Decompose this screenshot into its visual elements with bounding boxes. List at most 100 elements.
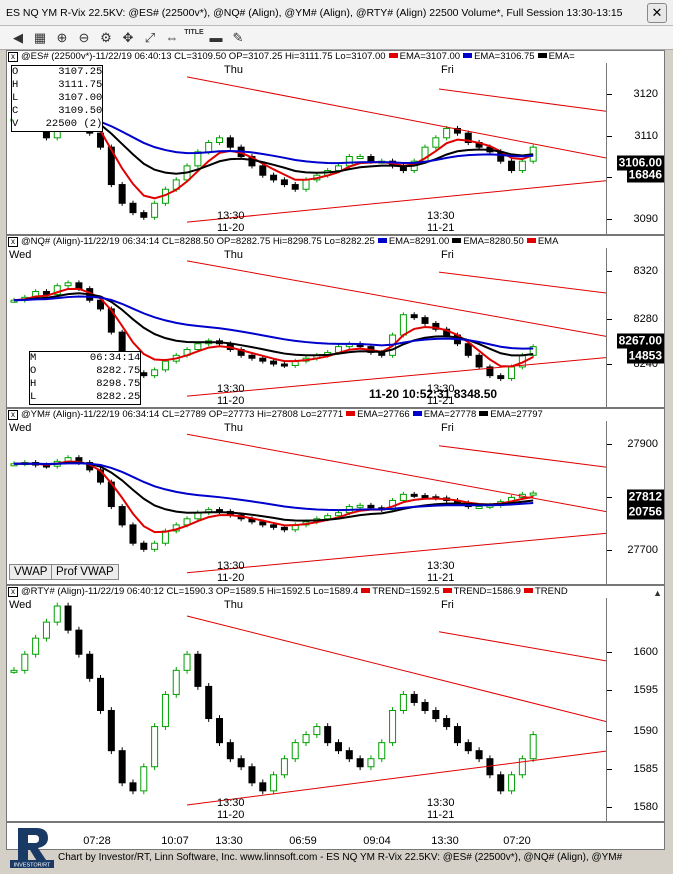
candle xyxy=(216,137,224,143)
time-tick: 07:28 xyxy=(83,835,111,847)
ohlc-row: H 3111.75 xyxy=(12,79,102,92)
price-tick: 1590 xyxy=(633,724,658,737)
tick-mark xyxy=(607,496,612,498)
trend-line xyxy=(186,180,607,223)
ohlc-row: H 8298.75 xyxy=(30,378,140,391)
tick-mark xyxy=(607,444,612,446)
grid-icon[interactable]: ▦ xyxy=(33,30,47,45)
candle xyxy=(118,184,126,204)
ema-line xyxy=(13,461,534,522)
candle xyxy=(140,766,148,792)
candle xyxy=(421,701,429,712)
day-label: Thu xyxy=(224,599,243,611)
pane-close-icon[interactable]: x xyxy=(8,52,18,62)
ema-readout: EMA=27778 xyxy=(423,409,477,420)
price-axis[interactable]: 2790027800277002781220756 xyxy=(606,421,664,584)
expand-icon[interactable]: ⤢ xyxy=(144,30,156,45)
chart-pane-3[interactable]: x @YM# (Align)-11/22/19 06:34:14 CL=27789… xyxy=(6,408,665,585)
candle xyxy=(367,156,375,162)
settings-icon[interactable]: ⚙ xyxy=(100,30,112,45)
candle xyxy=(97,132,105,148)
pane-close-icon[interactable]: x xyxy=(8,237,18,247)
pane-header-text: @RTY# (Align)-11/22/19 06:40:12 CL=1590.… xyxy=(21,586,359,597)
ema-readout: EMA=27797 xyxy=(490,409,543,420)
candle xyxy=(475,354,483,368)
ohlc-key: O xyxy=(12,66,19,78)
candle xyxy=(432,322,440,330)
ohlc-key: H xyxy=(12,79,19,91)
session-date: 11-21 xyxy=(427,809,455,821)
tick-mark xyxy=(607,807,612,809)
price-tick: 1595 xyxy=(633,684,658,697)
pan-icon[interactable]: ✥ xyxy=(122,30,134,45)
ohlc-key: H xyxy=(30,378,37,390)
day-label: Fri xyxy=(441,599,454,611)
vwap-button[interactable]: VWAP xyxy=(9,564,53,580)
ema-line xyxy=(13,292,534,357)
candle xyxy=(475,750,483,760)
prev-icon[interactable]: ◀ xyxy=(13,30,23,45)
session-time: 13:30 xyxy=(427,210,455,222)
draw-icon[interactable]: ✎ xyxy=(232,30,244,45)
price-plot[interactable] xyxy=(7,421,607,585)
ohlc-value: 3109.50 xyxy=(58,105,103,117)
candle xyxy=(508,366,516,380)
price-tick: 3110 xyxy=(634,129,658,142)
compress-icon[interactable]: ⇔ xyxy=(165,30,179,45)
session-date: 11-21 xyxy=(427,395,455,407)
toolbar-icon[interactable]: ▬ xyxy=(209,30,223,45)
investor-rt-logo: INVESTOR/RT xyxy=(10,828,54,869)
ema-line xyxy=(13,462,534,512)
time-tick: 10:07 xyxy=(161,835,189,847)
pane-close-icon[interactable]: x xyxy=(8,410,18,420)
time-tick: 13:30 xyxy=(431,835,459,847)
pane-header: x @ES# (22500v*)-11/22/19 06:40:13 CL=310… xyxy=(7,51,664,63)
candle xyxy=(280,179,288,186)
candle xyxy=(10,669,18,673)
candle xyxy=(345,750,353,760)
close-button[interactable]: ✕ xyxy=(647,3,667,23)
candle xyxy=(259,782,267,792)
ohlc-value: 06:34:14 xyxy=(89,352,141,364)
trend-line xyxy=(186,76,607,159)
ema-line xyxy=(13,295,534,350)
tick-mark xyxy=(607,94,612,96)
pane-header-text: @ES# (22500v*)-11/22/19 06:40:13 CL=3109… xyxy=(21,51,386,62)
candle xyxy=(356,504,364,508)
candle xyxy=(107,146,115,186)
ema-line xyxy=(13,460,534,534)
tick-mark xyxy=(607,318,612,320)
scroll-up-icon[interactable]: ▲ xyxy=(653,588,662,598)
candle xyxy=(367,504,375,509)
candle xyxy=(486,366,494,377)
zoom-out-icon[interactable]: ⊖ xyxy=(78,30,90,45)
price-axis[interactable]: 8320 8280 8240 8267.00 14853 xyxy=(606,248,664,407)
ema-swatch xyxy=(526,238,536,244)
price-tick: 3120 xyxy=(633,88,658,101)
zoom-in-icon[interactable]: ⊕ xyxy=(56,30,68,45)
chart-pane-4[interactable]: x @RTY# (Align)-11/22/19 06:40:12 CL=1590… xyxy=(6,585,665,822)
candle xyxy=(518,160,526,172)
candle xyxy=(226,742,234,760)
ohlc-row: O 8282.75 xyxy=(30,365,140,378)
prof-vwap-button[interactable]: Prof VWAP xyxy=(51,564,119,580)
chart-pane-2[interactable]: x @NQ# (Align)-11/22/19 06:34:14 CL=8288.… xyxy=(6,235,665,408)
candle xyxy=(280,526,288,531)
ohlc-row: L 8282.25 xyxy=(30,391,140,404)
trend-line xyxy=(438,88,607,112)
pane-header-text: @NQ# (Align)-11/22/19 06:34:14 CL=8288.5… xyxy=(21,236,375,247)
price-axis[interactable]: 1600 1595 1590 1585 1580 xyxy=(606,598,664,821)
title-toggle[interactable]: TITLE xyxy=(184,29,204,36)
ohlc-row: L 3107.00 xyxy=(12,92,102,105)
ema-readout: EMA=3106.75 xyxy=(474,51,535,62)
price-tick: 1580 xyxy=(633,801,658,814)
ohlc-key: O xyxy=(30,365,37,377)
price-plot[interactable] xyxy=(7,598,607,822)
chart-pane-1[interactable]: x @ES# (22500v*)-11/22/19 06:40:13 CL=310… xyxy=(6,50,665,235)
pane-close-icon[interactable]: x xyxy=(8,587,18,597)
candle xyxy=(97,299,105,310)
price-plot[interactable] xyxy=(7,248,607,408)
candle xyxy=(151,202,159,218)
price-tick: 3090 xyxy=(633,212,658,225)
